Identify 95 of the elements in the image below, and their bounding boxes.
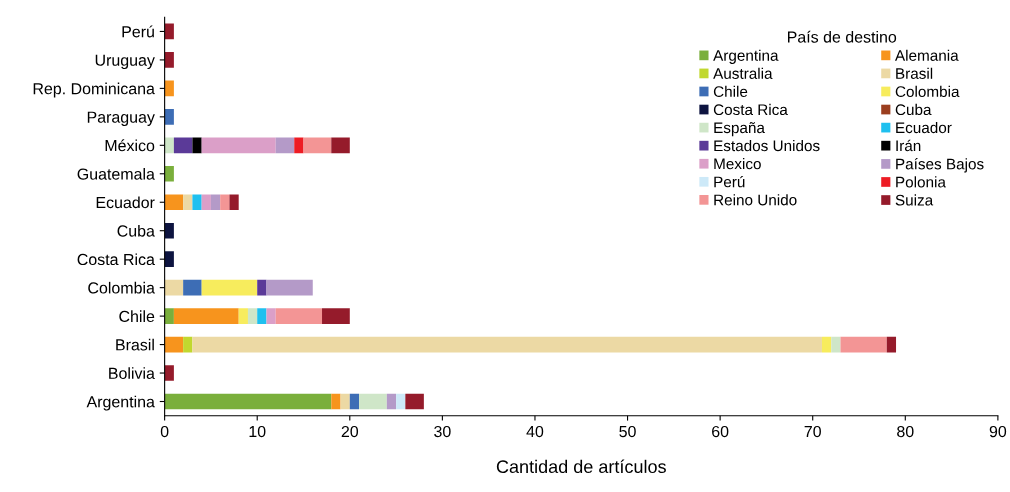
y-tick-label: Paraguay xyxy=(87,111,155,126)
y-tick-label: Bolivia xyxy=(109,367,155,379)
bar xyxy=(275,308,323,324)
bar xyxy=(183,279,202,296)
legend-label: Costa Rica xyxy=(713,103,788,116)
bar xyxy=(164,308,174,324)
bar xyxy=(201,137,276,154)
bar xyxy=(164,80,174,97)
y-tick-label: Uruguay xyxy=(95,54,155,70)
bar xyxy=(201,194,211,211)
y-tick-label: Rep. Dominicana xyxy=(33,82,155,98)
y-tick-label: Chile xyxy=(119,310,155,323)
bar xyxy=(192,336,822,353)
legend-label: Mexico xyxy=(714,158,761,170)
y-tick-label: Costa Rica xyxy=(77,253,155,266)
legend-label: Cuba xyxy=(895,103,932,116)
bar xyxy=(164,222,174,239)
bar xyxy=(405,393,424,410)
bar xyxy=(192,137,202,154)
bar xyxy=(164,165,174,182)
legend-label: Estados Unidos xyxy=(714,139,820,152)
bar xyxy=(183,336,193,353)
bar xyxy=(886,336,897,353)
bar xyxy=(821,336,832,353)
bar xyxy=(164,109,174,125)
x-tick-label: 70 xyxy=(804,425,821,438)
bar xyxy=(238,308,248,324)
bar xyxy=(359,393,387,410)
bar xyxy=(303,137,332,154)
bar xyxy=(173,137,193,154)
bar xyxy=(164,279,184,296)
y-tick-label: Brasil xyxy=(116,338,154,351)
legend-label: Alemania xyxy=(895,49,959,61)
x-tick-label: 10 xyxy=(249,425,266,438)
y-tick-label: Cuba xyxy=(117,224,155,237)
bar xyxy=(266,279,313,296)
legend-label: Perú xyxy=(714,175,745,188)
bar xyxy=(164,194,184,211)
legend-label: Australia xyxy=(713,67,773,79)
x-tick-label: 40 xyxy=(526,425,544,438)
bar xyxy=(831,336,841,353)
legend-label: Colombia xyxy=(895,85,960,98)
legend-label: España xyxy=(714,122,765,137)
bar xyxy=(210,194,221,211)
y-tick-label: Colombia xyxy=(88,281,155,294)
bar xyxy=(396,393,406,410)
bar xyxy=(386,393,397,410)
bar xyxy=(266,308,276,324)
legend-label: Ecuador xyxy=(896,121,952,134)
bar xyxy=(322,308,350,324)
legend-label: Brasil xyxy=(896,67,933,79)
bar xyxy=(164,23,174,40)
legend-label: Polonia xyxy=(896,176,946,188)
bar xyxy=(164,137,174,154)
bar xyxy=(164,393,332,410)
bar xyxy=(220,194,230,211)
legend-label: Reino Unido xyxy=(714,194,797,206)
legend-label: Suiza xyxy=(895,194,934,206)
bar xyxy=(192,194,202,211)
bar xyxy=(331,393,341,410)
bar xyxy=(164,336,184,353)
bar xyxy=(257,279,267,296)
bar xyxy=(349,393,360,410)
x-tick-label: 50 xyxy=(619,425,636,438)
x-tick-label: 20 xyxy=(341,425,359,438)
bar xyxy=(840,336,887,353)
bar xyxy=(183,194,193,211)
x-tick-label: 80 xyxy=(897,425,914,438)
y-tick-label: México xyxy=(105,139,155,152)
bar xyxy=(247,308,258,324)
x-tick-label: 90 xyxy=(989,425,1007,438)
legend-label: Países Bajos xyxy=(896,158,984,173)
legend-label: Chile xyxy=(713,85,748,98)
legend-label: Argentina xyxy=(713,49,779,64)
bar xyxy=(164,251,174,268)
x-axis-title: Cantidad de artículos xyxy=(496,459,666,474)
bar xyxy=(331,137,350,154)
x-tick-label: 60 xyxy=(712,425,729,438)
bar xyxy=(275,137,295,154)
x-tick-label: 30 xyxy=(434,425,451,438)
bar xyxy=(257,308,267,324)
bar xyxy=(201,279,258,296)
bar xyxy=(229,194,239,211)
bar xyxy=(340,393,350,410)
y-tick-label: Perú xyxy=(122,25,154,38)
x-tick-label: 0 xyxy=(160,425,169,438)
bar xyxy=(294,137,304,154)
bar xyxy=(173,308,239,324)
legend-title: País de destino xyxy=(788,30,897,43)
bar xyxy=(164,365,174,381)
y-tick-label: Argentina xyxy=(86,395,155,411)
y-tick-label: Guatemala xyxy=(77,167,155,180)
bar xyxy=(164,52,174,68)
legend-label: Irán xyxy=(896,139,921,152)
y-tick-label: Ecuador xyxy=(96,196,155,209)
